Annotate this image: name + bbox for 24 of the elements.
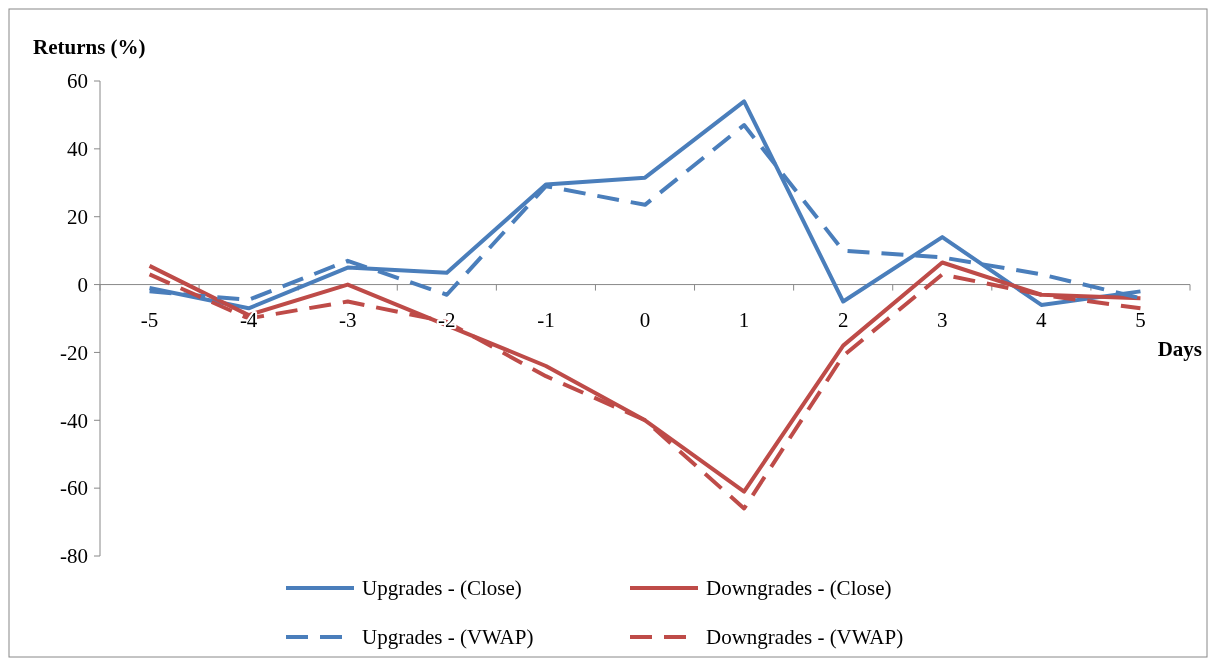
y-tick-label: -40 <box>60 408 88 433</box>
x-tick-label: 0 <box>639 307 651 332</box>
y-tick-label: -60 <box>60 476 88 501</box>
y-tick-label: 60 <box>67 69 88 94</box>
y-tick-label: 40 <box>67 137 88 162</box>
x-tick-label: -5 <box>140 307 159 332</box>
y-axis-title: Returns (%) <box>33 35 146 59</box>
x-tick-label: -3 <box>338 307 357 332</box>
legend-label: Downgrades - (Close) <box>706 576 892 601</box>
x-tick-label: 4 <box>1036 307 1048 332</box>
y-tick-label: 20 <box>67 205 88 230</box>
x-tick-label: -1 <box>537 307 555 332</box>
x-tick-label: 2 <box>837 307 849 332</box>
legend-label: Downgrades - (VWAP) <box>706 625 904 650</box>
x-tick-label: 5 <box>1135 307 1146 332</box>
line-series <box>147 99 1143 311</box>
legend-label: Upgrades - (Close) <box>362 576 522 601</box>
x-tick-label: 3 <box>937 307 948 332</box>
y-tick-label: -20 <box>60 340 88 365</box>
legend-label: Upgrades - (VWAP) <box>362 625 534 650</box>
x-tick-label: 1 <box>738 307 750 332</box>
y-tick-label: 0 <box>77 272 88 297</box>
x-axis-title: Days <box>1157 337 1202 361</box>
y-tick-label: -80 <box>60 544 88 569</box>
